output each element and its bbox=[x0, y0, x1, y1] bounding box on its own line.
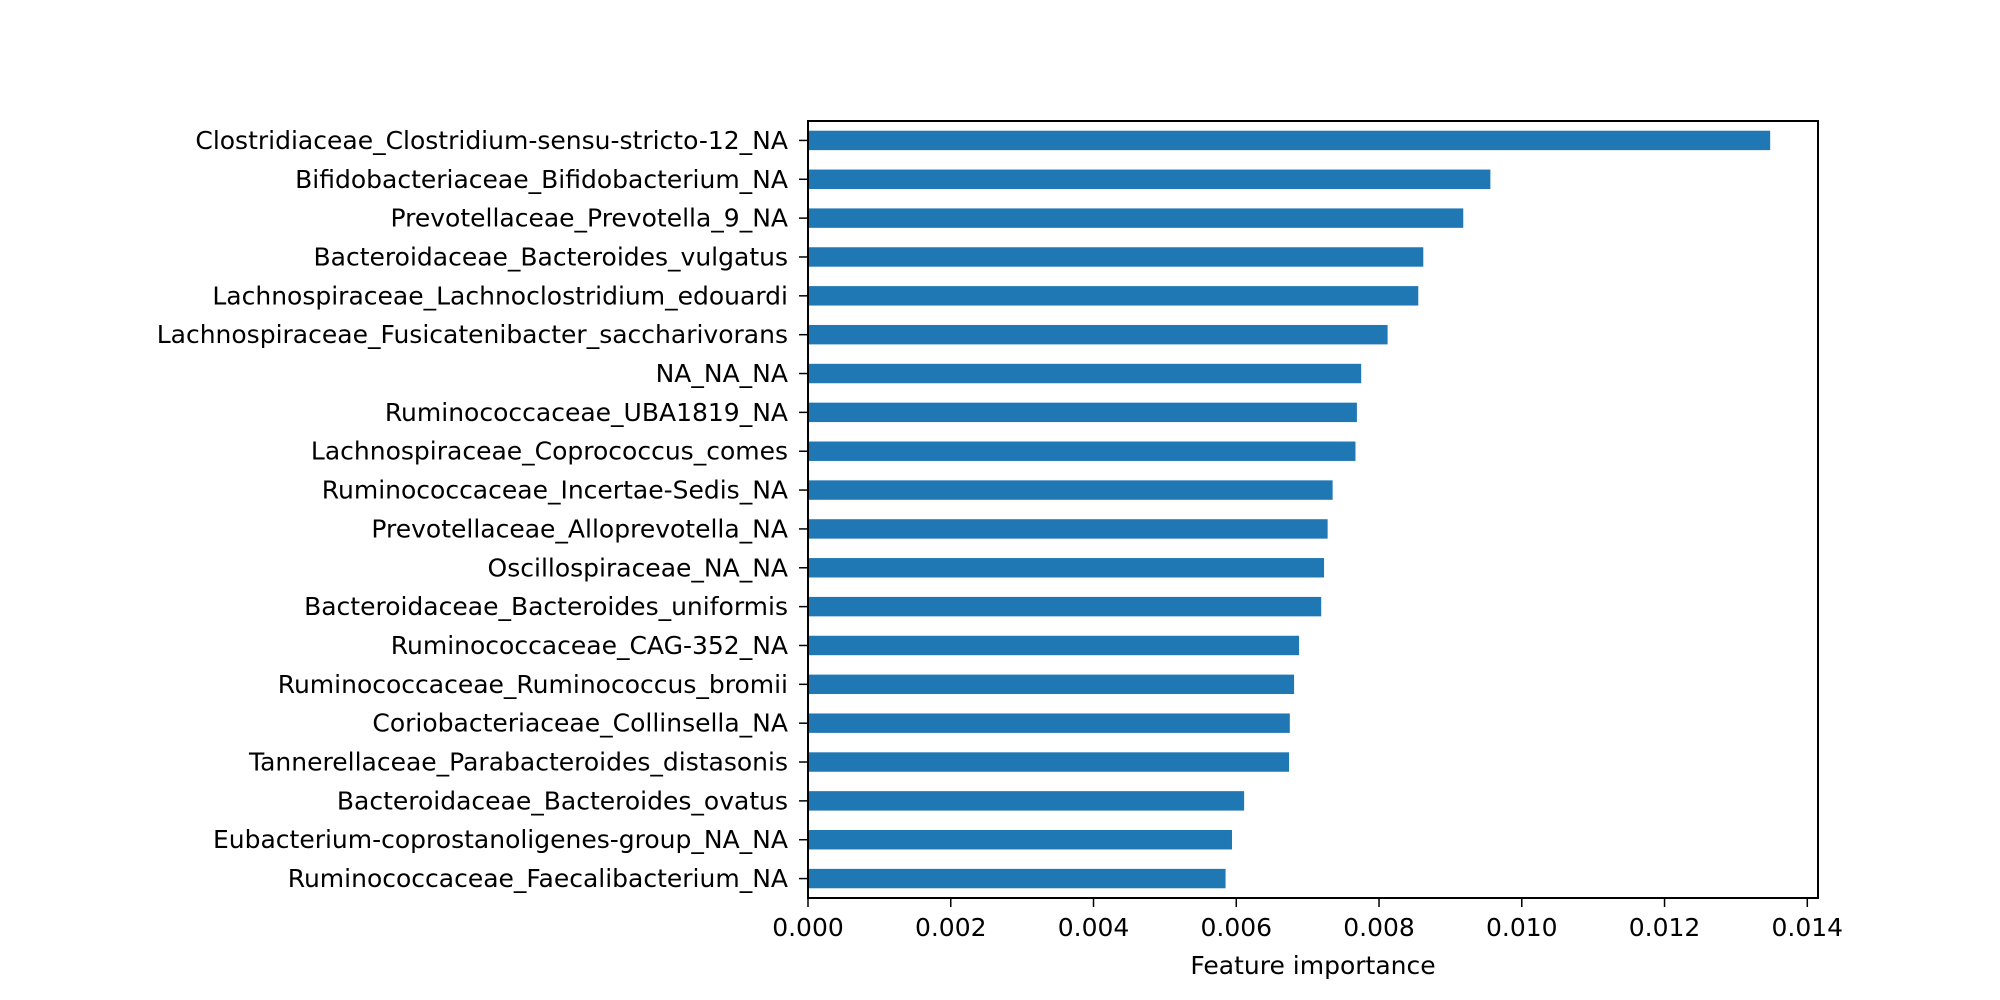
x-tick-label: 0.004 bbox=[1058, 913, 1130, 942]
bar bbox=[808, 324, 1388, 345]
bar bbox=[808, 791, 1245, 811]
bar bbox=[808, 247, 1424, 267]
bar bbox=[808, 868, 1226, 889]
x-tick-label: 0.006 bbox=[1200, 913, 1272, 942]
y-tick-label: Bacteroidaceae_Bacteroides_uniformis bbox=[304, 592, 788, 621]
bar bbox=[808, 596, 1322, 617]
x-tick-label: 0.000 bbox=[772, 913, 844, 942]
bar bbox=[808, 558, 1325, 578]
y-tick-label: Coriobacteriaceae_Collinsella_NA bbox=[372, 709, 788, 738]
bar bbox=[808, 208, 1464, 228]
y-tick-label: Eubacterium-coprostanoligenes-group_NA_N… bbox=[213, 825, 788, 854]
x-tick-label: 0.010 bbox=[1486, 913, 1558, 942]
bar bbox=[808, 480, 1333, 500]
y-tick-label: Ruminococcaceae_CAG-352_NA bbox=[391, 631, 788, 660]
bar bbox=[808, 830, 1232, 850]
y-tick-label: Prevotellaceae_Alloprevotella_NA bbox=[371, 514, 788, 543]
y-tick-label: Prevotellaceae_Prevotella_9_NA bbox=[391, 204, 789, 233]
y-tick-label: Ruminococcaceae_UBA1819_NA bbox=[385, 398, 788, 427]
y-tick-label: Bacteroidaceae_Bacteroides_ovatus bbox=[337, 786, 788, 815]
y-tick-label: Lachnospiraceae_Fusicatenibacter_sacchar… bbox=[157, 320, 788, 349]
bar bbox=[808, 130, 1771, 151]
y-tick-label: Oscillospiraceae_NA_NA bbox=[488, 553, 788, 582]
bar bbox=[808, 363, 1362, 384]
y-tick-label: Bifidobacteriaceae_Bifidobacterium_NA bbox=[295, 165, 788, 194]
bar bbox=[808, 713, 1290, 733]
x-tick-label: 0.012 bbox=[1629, 913, 1701, 942]
y-tick-labels: Clostridiaceae_Clostridium-sensu-stricto… bbox=[157, 126, 808, 893]
bar bbox=[808, 286, 1419, 306]
bar bbox=[808, 752, 1290, 772]
y-tick-label: Ruminococcaceae_Ruminococcus_bromii bbox=[278, 670, 788, 699]
bar bbox=[808, 441, 1356, 461]
plot-frame bbox=[807, 120, 1819, 899]
x-axis-title: Feature importance bbox=[1190, 951, 1435, 980]
bar bbox=[808, 674, 1295, 695]
bar bbox=[808, 519, 1328, 539]
y-tick-label: Lachnospiraceae_Coprococcus_comes bbox=[311, 437, 788, 466]
x-axis-ticks: 0.000 0.002 0.004 0.006 0.008 0.010 0.012 0.014 bbox=[772, 898, 1843, 942]
bar bbox=[808, 169, 1491, 189]
y-tick-label: Bacteroidaceae_Bacteroides_vulgatus bbox=[314, 242, 788, 271]
y-tick-label: Clostridiaceae_Clostridium-sensu-stricto… bbox=[195, 126, 788, 155]
bar bbox=[808, 635, 1300, 656]
y-tick-label: NA_NA_NA bbox=[656, 359, 788, 388]
y-tick-label: Tannerellaceae_Parabacteroides_distasoni… bbox=[248, 748, 788, 777]
y-tick-label: Ruminococcaceae_Incertae-Sedis_NA bbox=[322, 476, 788, 505]
bars-layer bbox=[808, 130, 1771, 889]
bar bbox=[808, 402, 1357, 423]
x-tick-label: 0.002 bbox=[915, 913, 987, 942]
y-tick-label: Lachnospiraceae_Lachnoclostridium_edouar… bbox=[212, 281, 788, 310]
x-tick-label: 0.008 bbox=[1343, 913, 1415, 942]
x-tick-label: 0.014 bbox=[1772, 913, 1844, 942]
y-tick-label: Ruminococcaceae_Faecalibacterium_NA bbox=[288, 864, 788, 893]
